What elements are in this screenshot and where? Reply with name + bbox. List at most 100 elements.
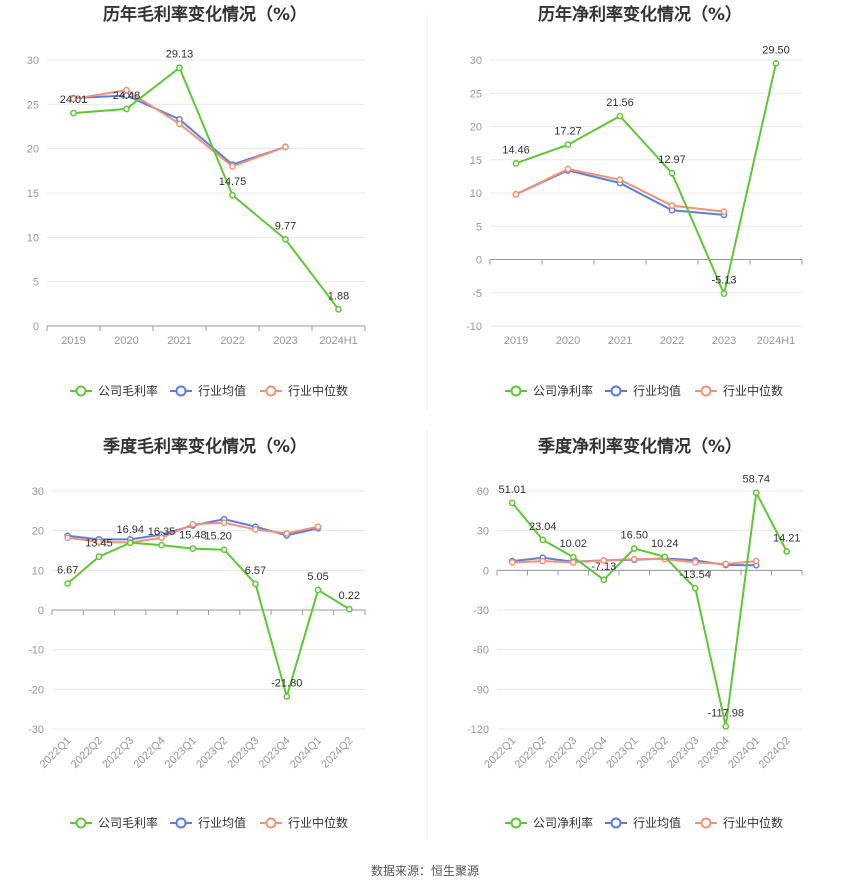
data-label: 16.35: [148, 526, 176, 538]
y-tick-label: 0: [33, 321, 39, 333]
data-label: 6.57: [245, 565, 266, 577]
x-tick-label: 2022Q4: [131, 735, 167, 771]
legend-label: 公司净利率: [533, 815, 593, 830]
legend-swatch-marker: [700, 385, 712, 397]
data-label: -5.13: [711, 275, 736, 287]
data-point: [282, 143, 289, 151]
y-tick-label: 0: [38, 605, 44, 617]
x-tick-label: 2022Q3: [543, 735, 579, 771]
data-point: [220, 519, 228, 527]
series-line-1: [73, 66, 340, 310]
data-point: [569, 559, 577, 566]
x-tick-label: 2023Q2: [635, 735, 671, 771]
x-tick-label: 2023Q3: [225, 735, 261, 771]
data-label: 10.02: [559, 538, 587, 550]
y-tick-label: 20: [27, 144, 39, 156]
legend-label: 行业中位数: [723, 383, 783, 398]
data-point: [720, 208, 728, 215]
data-point: [158, 541, 165, 549]
data-point: [512, 159, 520, 167]
data-point: [95, 553, 103, 560]
legend-swatch-marker: [610, 385, 622, 397]
data-point: [283, 693, 291, 700]
chart-title: 历年净利率变化情况（%）: [538, 4, 742, 25]
data-point: [126, 539, 134, 547]
x-tick-label: 2023Q3: [665, 735, 701, 771]
x-tick-label: 2023Q4: [696, 735, 732, 771]
data-label: 16.94: [116, 524, 144, 536]
data-label: 10.24: [651, 538, 679, 550]
data-point: [220, 546, 228, 554]
y-tick-label: -120: [467, 724, 489, 736]
x-tick-label: 2024Q1: [288, 735, 324, 771]
x-tick-label: 2019: [61, 335, 85, 347]
x-tick-label: 2023Q4: [257, 735, 293, 771]
data-point: [564, 141, 572, 149]
data-point: [64, 534, 72, 542]
data-label: 5.05: [307, 571, 328, 583]
chart-3: 季度毛利率变化情况（%） -30 -20 -10 0 10 20 30 2022Q12022Q2…: [28, 436, 366, 830]
data-label: 15.48: [179, 530, 207, 542]
data-label: -21.80: [271, 677, 302, 689]
data-label: 14.21: [773, 533, 801, 545]
data-point: [616, 112, 624, 120]
data-point: [283, 530, 291, 537]
y-tick-label: 5: [476, 221, 482, 233]
data-label: 51.01: [498, 484, 526, 496]
data-point: [508, 559, 516, 566]
y-tick-label: 25: [470, 88, 482, 100]
chart-title: 季度毛利率变化情况（%）: [103, 436, 307, 457]
data-point: [176, 64, 183, 72]
legend-label: 公司净利率: [533, 383, 593, 398]
data-point: [512, 190, 520, 198]
x-tick-label: 2022Q1: [482, 735, 518, 771]
data-point: [564, 165, 572, 173]
x-tick-label: 2024H1: [319, 335, 358, 347]
data-point: [783, 548, 791, 555]
x-tick-label: 2024Q2: [757, 735, 793, 771]
x-tick-label: 2023: [273, 335, 297, 347]
data-point: [189, 545, 197, 552]
legend-label: 行业均值: [198, 815, 246, 830]
data-label: 1.88: [328, 290, 349, 302]
data-point: [70, 95, 77, 103]
series-line-3: [73, 89, 286, 168]
data-point: [691, 559, 699, 566]
data-point: [668, 169, 676, 177]
y-tick-label: 15: [27, 188, 39, 200]
data-point: [616, 176, 624, 184]
data-label: 23.04: [529, 521, 557, 533]
data-point: [600, 557, 608, 564]
data-source-note: 数据来源：恒生聚源: [370, 864, 479, 878]
data-point: [508, 499, 516, 507]
chart-title: 历年毛利率变化情况（%）: [103, 4, 307, 25]
y-tick-label: -10: [28, 645, 44, 657]
x-tick-label: 2022Q3: [100, 735, 136, 771]
data-point: [176, 120, 183, 128]
data-point: [252, 526, 259, 533]
data-point: [722, 722, 730, 730]
x-tick-label: 2022Q4: [574, 735, 610, 771]
data-label: 0.22: [339, 590, 360, 602]
data-point: [95, 538, 103, 546]
data-point: [691, 584, 699, 592]
x-tick-label: 2019: [504, 335, 528, 347]
y-tick-label: 0: [476, 255, 482, 267]
legend-label: 行业中位数: [288, 383, 348, 398]
x-tick-label: 2023Q1: [163, 735, 199, 771]
data-label: -7.13: [591, 561, 616, 573]
data-point: [668, 202, 676, 209]
x-tick-label: 2022Q2: [69, 735, 105, 771]
x-tick-label: 2022: [220, 335, 244, 347]
x-tick-label: 2022Q1: [38, 735, 74, 771]
chart-2: 历年净利率变化情况（%） -10 -5 0 5 10 15 20 25 30 2019 2020 202…: [466, 4, 803, 398]
y-tick-label: 15: [470, 155, 482, 167]
y-tick-label: 60: [477, 486, 489, 498]
y-tick-label: 30: [27, 55, 39, 67]
legend-swatch-marker: [510, 817, 522, 829]
y-tick-label: -90: [473, 684, 489, 696]
legend-label: 公司毛利率: [98, 815, 158, 830]
data-point: [630, 545, 638, 552]
data-point: [123, 86, 130, 94]
